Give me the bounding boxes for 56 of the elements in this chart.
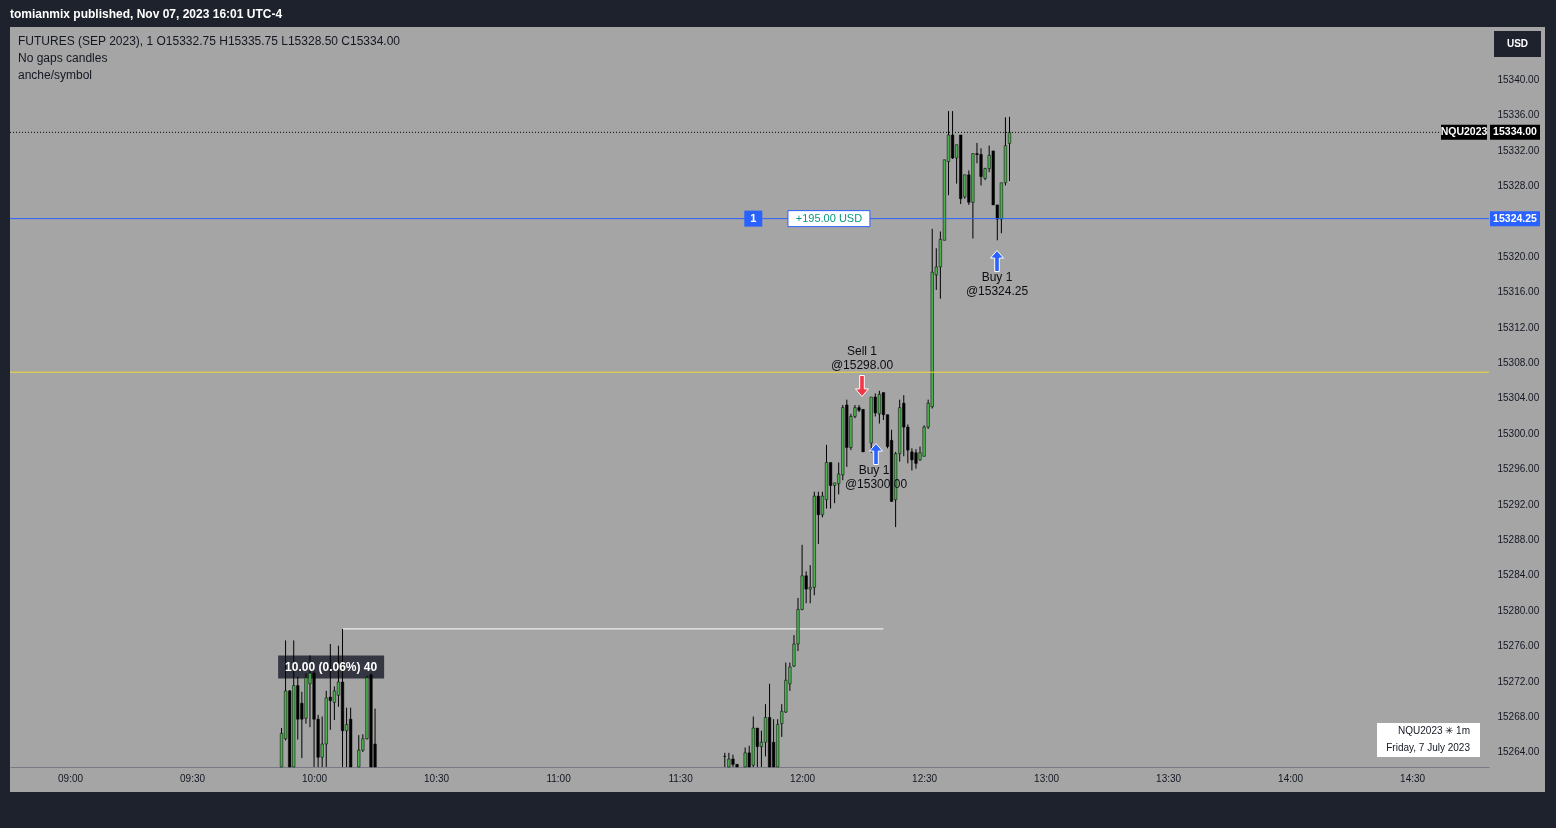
text: FUTURES (SEP 2023), 1 O15332.75 H15335.75 L15328.50 C15334.00 (18, 34, 401, 48)
annotation: NQU2023 ✳ 1m (1398, 725, 1470, 736)
x-tick-label: 12:00 (790, 772, 816, 784)
ref-line-label: 15324.25 (1493, 211, 1538, 224)
y-tick-label: 15280.00 (1497, 604, 1540, 616)
y-tick-label: 15264.00 (1497, 746, 1540, 758)
annotation: 10.00 (0.06%) 40 (285, 659, 378, 674)
y-tick-label: 15340.00 (1497, 73, 1540, 85)
y-tick-label: 15304.00 (1497, 392, 1540, 404)
y-tick-label: 15276.00 (1497, 640, 1540, 652)
candlestick (877, 390, 881, 425)
candlestick (357, 734, 361, 768)
ref-line-label: 15334.00 (1493, 125, 1538, 138)
y-tick-label: 15272.00 (1497, 675, 1540, 687)
x-tick-label: 14:00 (1278, 772, 1304, 784)
annotation: Buy 1 (858, 463, 890, 477)
y-tick-label: 15292.00 (1497, 498, 1540, 510)
annotation: +195.00 USD (795, 211, 863, 224)
y-tick-label: 15300.00 (1497, 427, 1540, 439)
y-tick-label: 15288.00 (1497, 534, 1540, 546)
x-tick-label: 14:30 (1400, 772, 1426, 784)
candlestick (829, 462, 833, 510)
y-tick-label: 15332.00 (1497, 144, 1540, 156)
y-tick-label: 15308.00 (1497, 356, 1540, 368)
x-tick-label: 12:30 (912, 772, 938, 784)
candlestick (979, 147, 983, 186)
annotation: Sell 1 (846, 344, 878, 358)
candlestick (914, 448, 918, 470)
x-tick-label: 09:30 (180, 772, 206, 784)
y-tick-label: 15320.00 (1497, 250, 1540, 262)
y-tick-label: 15316.00 (1497, 286, 1540, 298)
annotation: Buy 1 (981, 270, 1013, 284)
annotation: Friday, 7 July 2023 (1386, 742, 1471, 753)
x-tick-label: 11:30 (668, 772, 694, 784)
x-tick-label: 13:30 (1156, 772, 1182, 784)
annotation: 1 (750, 211, 757, 224)
annotation: anche/symbol (18, 68, 93, 82)
y-tick-label: 15268.00 (1497, 711, 1540, 723)
x-tick-label: 10:00 (302, 772, 328, 784)
annotation: @15298.00 (830, 358, 894, 372)
y-tick-label: 15328.00 (1497, 179, 1540, 191)
y-tick-label: 15284.00 (1497, 569, 1540, 581)
annotation: No gaps candles (18, 51, 108, 65)
y-tick-label: 15336.00 (1497, 109, 1540, 121)
x-tick-label: 10:30 (424, 772, 450, 784)
y-tick-label: 15296.00 (1497, 463, 1540, 475)
x-tick-label: 11:00 (546, 772, 572, 784)
annotation: @15324.25 (965, 284, 1029, 298)
x-tick-label: 13:00 (1034, 772, 1060, 784)
y-tick-label: 15312.00 (1497, 321, 1540, 333)
text: tomianmix published, Nov 07, 2023 16:01 UTC-4 (10, 7, 283, 21)
candlestick (743, 747, 747, 768)
text: USD (1506, 38, 1529, 49)
x-tick-label: 09:00 (58, 772, 84, 784)
candlestick (755, 727, 759, 768)
annotation: NQU2023 (1440, 125, 1488, 138)
